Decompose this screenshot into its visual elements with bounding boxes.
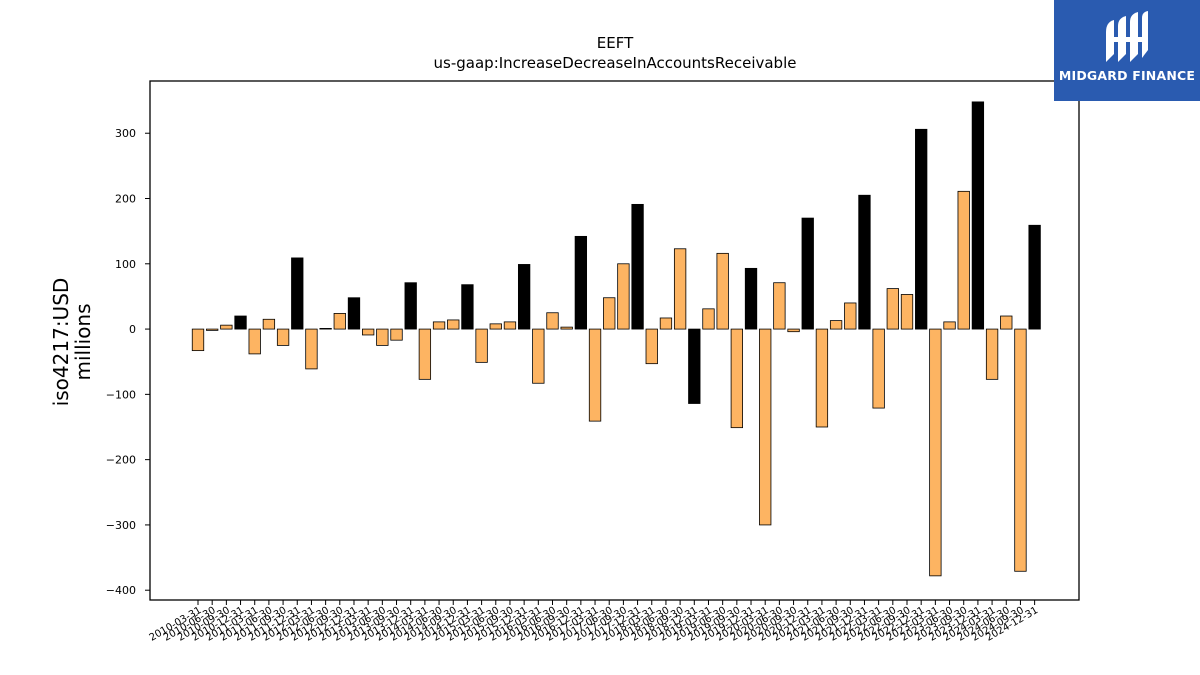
bar — [347, 297, 361, 330]
y-axis-label-line: iso4217:USD — [49, 278, 73, 407]
bar — [461, 284, 474, 330]
bar — [276, 328, 290, 346]
bar — [915, 128, 928, 330]
y-tick-label: 0 — [129, 323, 136, 336]
bar — [291, 257, 304, 330]
bar — [702, 308, 715, 330]
bars-group — [191, 101, 1041, 577]
bar — [787, 328, 800, 333]
bar — [844, 302, 857, 330]
bar — [943, 321, 956, 330]
bar — [532, 328, 545, 384]
bar — [560, 326, 573, 330]
bar — [220, 324, 233, 330]
y-tick-label: 200 — [115, 193, 136, 206]
bar — [517, 264, 531, 330]
bar — [206, 328, 219, 331]
bar — [872, 328, 885, 409]
bar — [886, 288, 899, 330]
y-axis: −400 −300 −200 −100 0 100 200 300 — [106, 127, 150, 597]
bar — [475, 328, 488, 363]
bar — [432, 321, 446, 330]
brand-logo: MIDGARD FINANCE — [1054, 0, 1200, 101]
bar — [631, 203, 644, 330]
bar — [815, 328, 829, 428]
bar — [603, 297, 616, 330]
bar — [333, 313, 346, 330]
bar — [659, 317, 673, 330]
x-axis: 2010-03-312010-06-302010-09-302010-12-31… — [148, 600, 1040, 644]
bar — [617, 263, 630, 330]
bar — [985, 328, 999, 380]
bar — [730, 328, 743, 429]
y-tick-label: −300 — [106, 519, 136, 532]
bar — [588, 328, 602, 422]
bar — [319, 328, 332, 330]
brand-name: MIDGARD FINANCE — [1058, 68, 1196, 83]
y-axis-label-line: millions — [71, 303, 95, 380]
bar — [900, 294, 914, 330]
bar — [404, 282, 417, 330]
bar — [773, 282, 786, 330]
bar — [744, 267, 758, 330]
bar — [234, 315, 247, 330]
bar — [262, 318, 276, 330]
bar — [418, 328, 432, 380]
bar — [858, 194, 871, 330]
bar — [688, 328, 701, 404]
bar — [362, 328, 375, 336]
bar — [1000, 315, 1013, 330]
bar — [645, 328, 658, 365]
y-tick-label: −100 — [106, 388, 136, 401]
bar — [546, 312, 559, 330]
midgard-logo-icon — [1106, 11, 1148, 62]
bar — [673, 248, 687, 330]
bar — [574, 235, 588, 330]
bar — [957, 190, 970, 330]
y-tick-label: −200 — [106, 454, 136, 467]
bar — [971, 101, 985, 330]
bar — [376, 328, 389, 346]
y-tick-label: −400 — [106, 584, 136, 597]
y-tick-label: 100 — [115, 258, 136, 271]
bar — [489, 323, 502, 330]
bar — [929, 328, 942, 577]
bar — [829, 320, 843, 330]
bar — [191, 328, 205, 352]
bar — [447, 319, 460, 330]
bar — [759, 328, 772, 526]
bar — [503, 321, 517, 330]
bar — [716, 252, 729, 330]
chart-subtitle: us-gaap:IncreaseDecreaseInAccountsReceiv… — [434, 54, 797, 72]
bar — [390, 328, 403, 341]
bar — [801, 217, 814, 330]
chart-title: EEFT — [597, 34, 634, 52]
bar — [305, 328, 318, 370]
bar — [1014, 328, 1027, 572]
y-tick-label: 300 — [115, 127, 136, 140]
bar — [1028, 224, 1041, 330]
bar — [248, 328, 261, 355]
plot-frame — [149, 80, 1080, 601]
